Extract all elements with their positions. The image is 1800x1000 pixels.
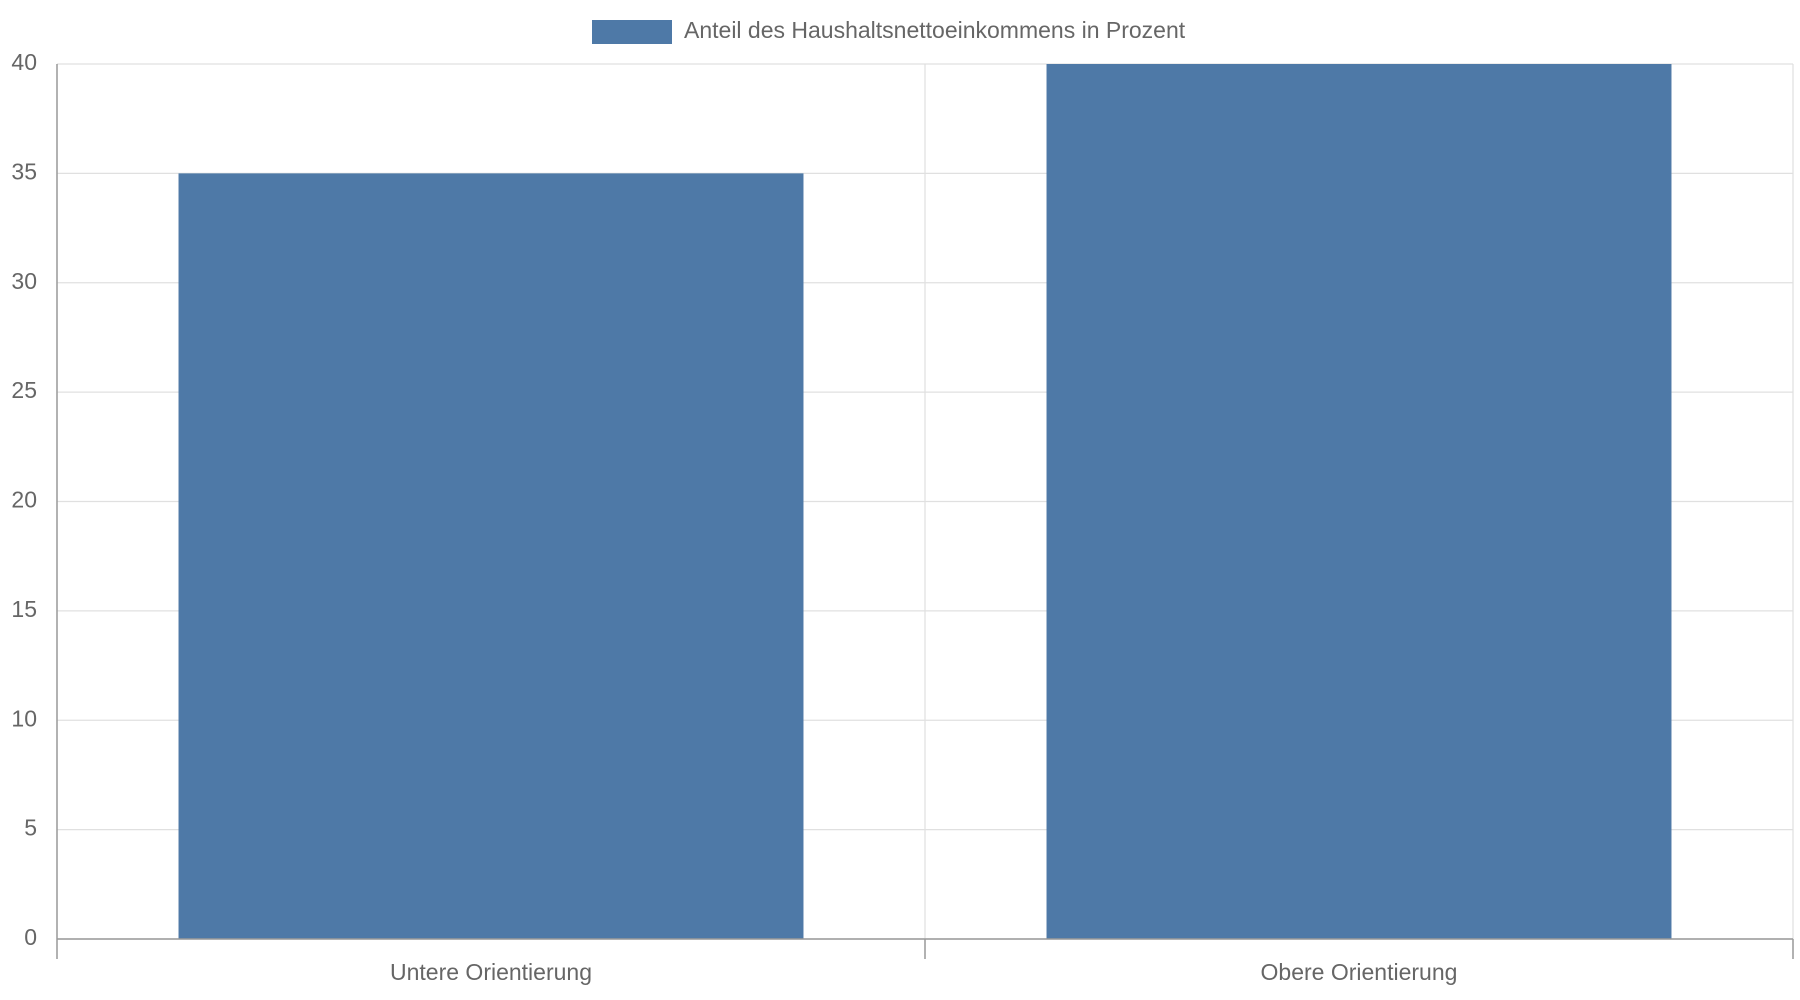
y-tick-label: 10	[11, 705, 37, 731]
y-tick-label: 15	[11, 596, 37, 622]
y-tick-label: 35	[11, 158, 37, 184]
bar	[178, 173, 804, 939]
x-tick-label: Untere Orientierung	[390, 959, 592, 985]
y-tick-label: 5	[24, 815, 37, 841]
y-tick-label: 40	[11, 49, 37, 75]
legend-label: Anteil des Haushaltsnettoeinkommens in P…	[684, 17, 1186, 43]
bar	[1046, 64, 1672, 939]
y-tick-label: 25	[11, 377, 37, 403]
y-tick-label: 30	[11, 268, 37, 294]
y-tick-label: 20	[11, 487, 37, 513]
x-tick-label: Obere Orientierung	[1261, 959, 1458, 985]
legend-swatch	[592, 20, 672, 44]
y-tick-label: 0	[24, 924, 37, 950]
